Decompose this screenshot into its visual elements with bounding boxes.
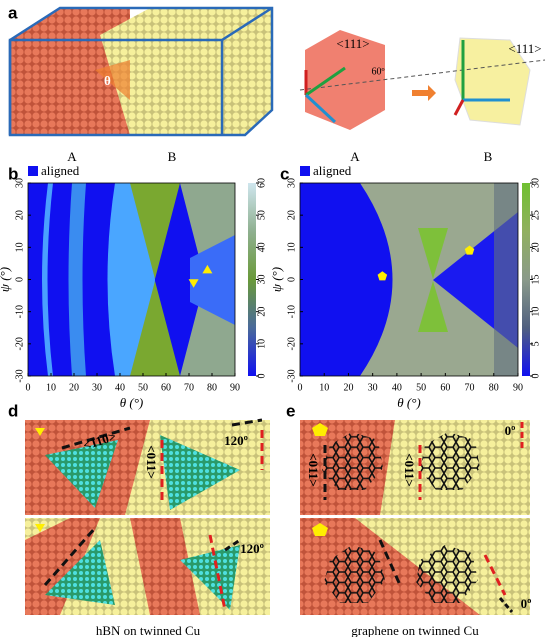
angle-label: 120º xyxy=(224,433,248,448)
y-tick-label: -30 xyxy=(14,369,25,382)
colorbar-tick-label: 20 xyxy=(530,242,541,252)
marker xyxy=(464,245,475,255)
x-tick-label: 60 xyxy=(161,382,171,393)
y-axis-label: ψ (°) xyxy=(0,267,12,292)
cube-a xyxy=(305,30,385,130)
axis-111 xyxy=(299,59,546,91)
y-tick-label: 20 xyxy=(286,210,297,220)
colorbar xyxy=(248,183,256,376)
axis-label: <111> xyxy=(336,36,369,51)
y-tick-label: -20 xyxy=(286,337,297,350)
direction-label: <011> xyxy=(144,445,159,479)
y-tick-label: -20 xyxy=(14,337,25,350)
x-tick-label: 20 xyxy=(343,382,353,393)
y-tick-label: -30 xyxy=(286,369,297,382)
x-tick-label: 80 xyxy=(489,382,499,393)
x-tick-label: 0 xyxy=(298,382,303,393)
arrow xyxy=(304,93,337,124)
caption: B xyxy=(484,149,493,164)
panel-label: d xyxy=(8,401,18,420)
x-tick-label: 10 xyxy=(319,382,329,393)
y-axis-label: ψ (°) xyxy=(269,267,284,292)
legend-label: aligned xyxy=(313,163,352,178)
axis-label: <111> xyxy=(508,41,541,56)
angle-label: 0º xyxy=(505,423,516,438)
x-axis-label: θ (°) xyxy=(120,395,144,410)
colorbar-tick-label: 20 xyxy=(256,307,267,317)
box-outline xyxy=(8,6,274,137)
marker xyxy=(377,271,388,281)
x-tick-label: 90 xyxy=(513,382,523,393)
x-tick-label: 10 xyxy=(46,382,56,393)
marker xyxy=(202,264,213,274)
legend-swatch xyxy=(28,166,38,176)
x-tick-label: 70 xyxy=(184,382,194,393)
direction-label: <011> xyxy=(402,453,417,487)
angle-label: 0º xyxy=(521,596,532,611)
rotate-arrow xyxy=(412,85,436,101)
colorbar-tick-label: 40 xyxy=(256,242,267,252)
y-tick-label: 30 xyxy=(286,178,297,188)
y-tick-label: 0 xyxy=(286,277,297,282)
colorbar-tick-label: 30 xyxy=(256,275,267,285)
x-tick-label: 50 xyxy=(416,382,426,393)
colorbar-tick-label: 10 xyxy=(256,339,267,349)
direction-label: <011> xyxy=(306,453,321,487)
caption: hBN on twinned Cu xyxy=(96,623,201,637)
colorbar-tick-label: 10 xyxy=(530,307,541,317)
x-tick-label: 20 xyxy=(69,382,79,393)
colorbar xyxy=(522,183,530,376)
x-axis-label: θ (°) xyxy=(397,395,421,410)
heatmap-c xyxy=(300,183,518,376)
panel-label: a xyxy=(8,3,18,22)
caption: A xyxy=(350,149,360,164)
x-tick-label: 80 xyxy=(207,382,217,393)
y-tick-label: 10 xyxy=(286,242,297,252)
y-tick-label: 10 xyxy=(14,242,25,252)
legend-swatch xyxy=(300,166,310,176)
arrow xyxy=(305,66,346,97)
caption: A xyxy=(67,149,77,164)
x-tick-label: 40 xyxy=(392,382,402,393)
x-tick-label: 50 xyxy=(138,382,148,393)
cube-b xyxy=(454,37,531,126)
heatmap-b xyxy=(28,183,235,376)
colorbar-tick-label: 30 xyxy=(530,178,541,188)
x-tick-label: 70 xyxy=(465,382,475,393)
legend-label: aligned xyxy=(41,163,80,178)
caption: graphene on twinned Cu xyxy=(351,623,479,637)
y-tick-label: -10 xyxy=(286,305,297,318)
x-tick-label: 40 xyxy=(115,382,125,393)
y-tick-label: 20 xyxy=(14,210,25,220)
x-tick-label: 90 xyxy=(230,382,240,393)
x-tick-label: 30 xyxy=(368,382,378,393)
theta-label: θ xyxy=(104,73,111,88)
panel-a: a θ <111> <111> 60º A B A B xyxy=(8,3,546,164)
colorbar-tick-label: 60 xyxy=(256,178,267,188)
angle-label: 60º xyxy=(371,66,384,77)
x-tick-label: 30 xyxy=(92,382,102,393)
panel-d: d <110> <011> 120º 120º hBN on twinned C… xyxy=(8,401,270,637)
angle-wedge xyxy=(95,60,130,100)
y-tick-label: 30 xyxy=(14,178,25,188)
colorbar-tick-label: 5 xyxy=(530,341,541,346)
colorbar-tick-label: 0 xyxy=(530,374,541,379)
colorbar-tick-label: 50 xyxy=(256,210,267,220)
colorbar-tick-label: 0 xyxy=(256,374,267,379)
y-tick-label: 0 xyxy=(14,277,25,282)
marker xyxy=(188,279,199,288)
colorbar-tick-label: 15 xyxy=(530,275,541,285)
colorbar-tick-label: 25 xyxy=(530,210,541,220)
angle-label: 120º xyxy=(240,541,264,556)
y-tick-label: -10 xyxy=(14,305,25,318)
panel-e: e <011> <011> 0º 0º graphene on twinned … xyxy=(286,401,531,637)
panel-label: e xyxy=(286,401,295,420)
arrow xyxy=(453,99,465,116)
caption: B xyxy=(168,149,177,164)
x-tick-label: 0 xyxy=(26,382,31,393)
x-tick-label: 60 xyxy=(440,382,450,393)
panel-label: c xyxy=(280,164,289,183)
panel-label: b xyxy=(8,164,18,183)
